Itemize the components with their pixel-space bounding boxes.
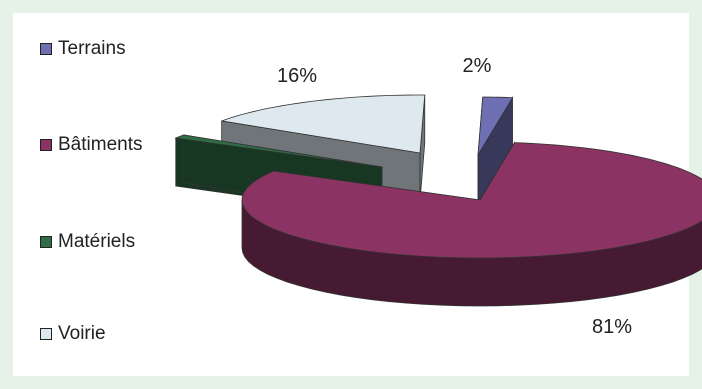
data-label-voirie: 16% <box>277 65 317 87</box>
chart-legend: Terrains Bâtiments Matériels Voirie <box>40 38 240 338</box>
legend-label-voirie: Voirie <box>58 323 106 345</box>
data-label-terrains: 2% <box>463 55 492 77</box>
legend-item-batiments: Bâtiments <box>40 134 142 156</box>
legend-swatch-batiments <box>40 139 52 151</box>
legend-swatch-voirie <box>40 328 52 340</box>
legend-item-terrains: Terrains <box>40 38 126 60</box>
legend-label-materiels: Matériels <box>58 231 135 253</box>
legend-swatch-terrains <box>40 43 52 55</box>
legend-label-batiments: Bâtiments <box>58 134 142 156</box>
legend-label-terrains: Terrains <box>58 38 126 60</box>
legend-swatch-materiels <box>40 236 52 248</box>
data-label-batiments: 81% <box>592 316 632 338</box>
legend-item-voirie: Voirie <box>40 323 106 345</box>
legend-item-materiels: Matériels <box>40 231 135 253</box>
